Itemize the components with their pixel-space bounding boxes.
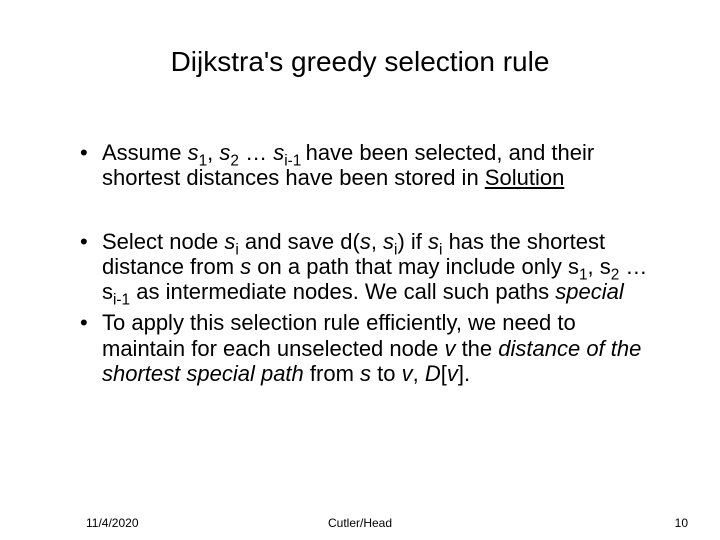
text: from <box>304 361 360 386</box>
var-s: s <box>600 254 611 279</box>
var-s: s <box>224 229 235 254</box>
text: ) if <box>397 229 428 254</box>
var-s: s <box>568 254 579 279</box>
bullet-1-text: Assume s1, s2 … si-1 have been selected,… <box>102 140 660 191</box>
bullet-mark-icon: • <box>80 140 102 165</box>
text: , <box>371 229 383 254</box>
var-s: s <box>360 229 371 254</box>
text: , <box>207 140 219 165</box>
var-s: s <box>188 140 199 165</box>
text: , <box>588 254 600 279</box>
var-s: s <box>273 140 284 165</box>
text: Select node <box>102 229 224 254</box>
bullet-mark-icon: • <box>80 310 102 335</box>
var-v: v <box>402 361 413 386</box>
slide-body: • Assume s1, s2 … si-1 have been selecte… <box>80 140 660 386</box>
text: as intermediate nodes. We call such path… <box>130 279 555 304</box>
bullet-mark-icon: • <box>80 229 102 254</box>
special-word: special <box>555 279 623 304</box>
var-v: v <box>444 336 455 361</box>
var-s: s <box>219 140 230 165</box>
solution-word: Solution <box>485 165 565 190</box>
text: on a path that may include only <box>251 254 568 279</box>
bullet-3: • To apply this selection rule efficient… <box>80 310 660 386</box>
var-s: s <box>360 361 371 386</box>
text: Assume <box>102 140 188 165</box>
bullet-1: • Assume s1, s2 … si-1 have been selecte… <box>80 140 660 191</box>
text: … <box>239 140 273 165</box>
text: to <box>371 361 402 386</box>
slide-title: Dijkstra's greedy selection rule <box>0 46 720 78</box>
var-s: s <box>102 279 113 304</box>
footer-page-number: 10 <box>675 516 688 530</box>
var-s: s <box>240 254 251 279</box>
text: and save d( <box>239 229 360 254</box>
array-D: D <box>425 361 441 386</box>
text: … <box>619 254 647 279</box>
bullet-2-text: Select node si and save d(s, si) if si h… <box>102 229 660 305</box>
var-v: v <box>447 361 458 386</box>
text: , <box>413 361 425 386</box>
text: the <box>455 336 498 361</box>
var-s: s <box>383 229 394 254</box>
var-s: s <box>428 229 439 254</box>
bullet-3-text: To apply this selection rule efficiently… <box>102 310 660 386</box>
footer-center: Cutler/Head <box>0 516 720 530</box>
text: ]. <box>458 361 470 386</box>
slide: Dijkstra's greedy selection rule • Assum… <box>0 0 720 540</box>
sub: i-1 <box>113 292 130 309</box>
bullet-2: • Select node si and save d(s, si) if si… <box>80 229 660 305</box>
